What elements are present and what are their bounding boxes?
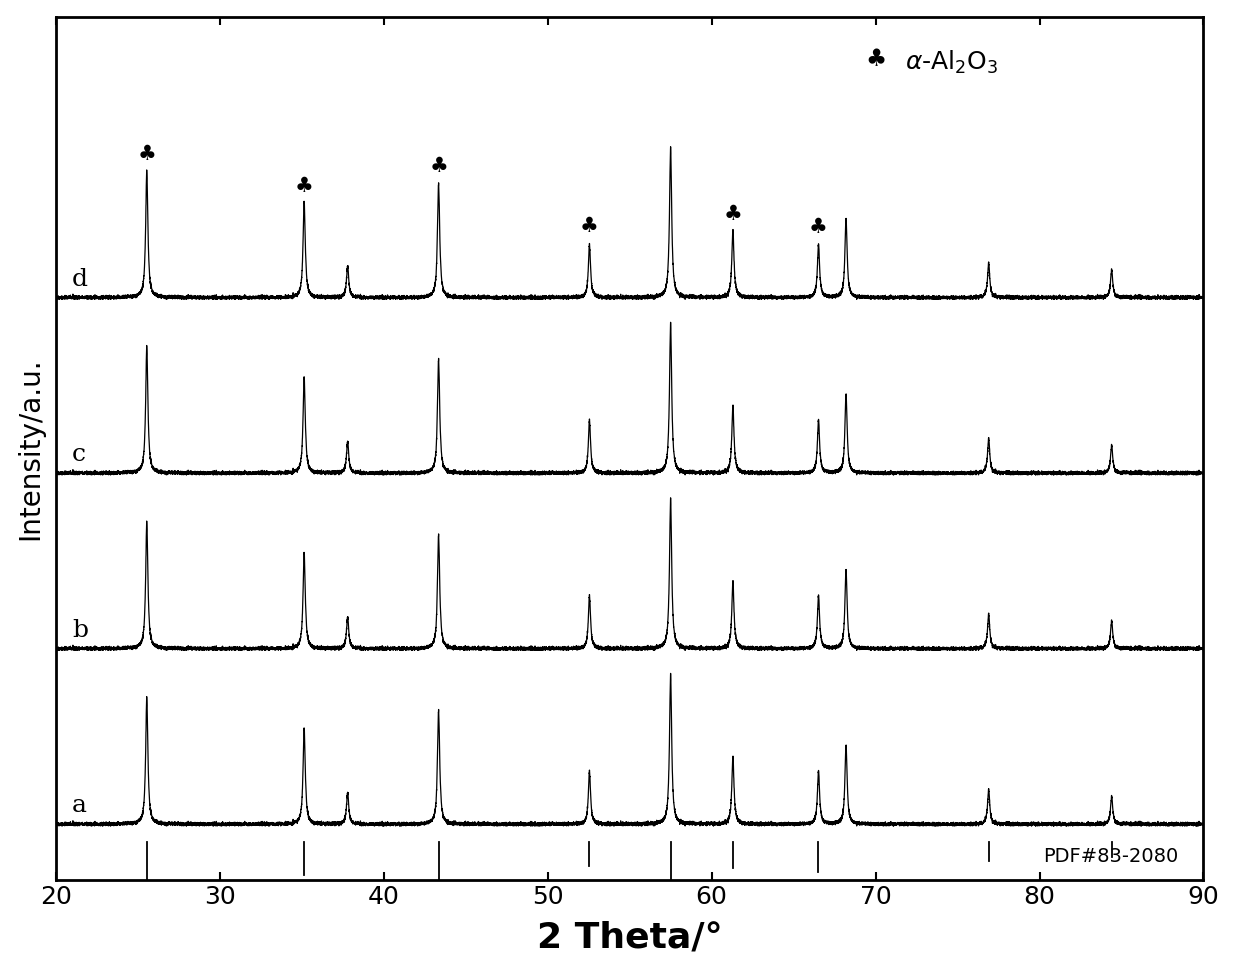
Text: ♣: ♣: [580, 217, 598, 236]
Text: ♣: ♣: [137, 145, 156, 164]
Text: ♣: ♣: [865, 47, 886, 71]
X-axis label: 2 Theta/°: 2 Theta/°: [536, 921, 722, 954]
Text: $\alpha$-Al$_2$O$_3$: $\alpha$-Al$_2$O$_3$: [905, 49, 999, 76]
Text: c: c: [72, 443, 87, 466]
Text: ♣: ♣: [810, 217, 828, 237]
Text: ♣: ♣: [723, 204, 743, 224]
Y-axis label: Intensity/a.u.: Intensity/a.u.: [16, 357, 44, 540]
Text: b: b: [72, 619, 88, 642]
Text: PDF#83-2080: PDF#83-2080: [1043, 847, 1179, 866]
Text: d: d: [72, 268, 88, 290]
Text: a: a: [72, 794, 88, 818]
Text: ♣: ♣: [429, 155, 447, 176]
Text: ♣: ♣: [295, 176, 314, 196]
